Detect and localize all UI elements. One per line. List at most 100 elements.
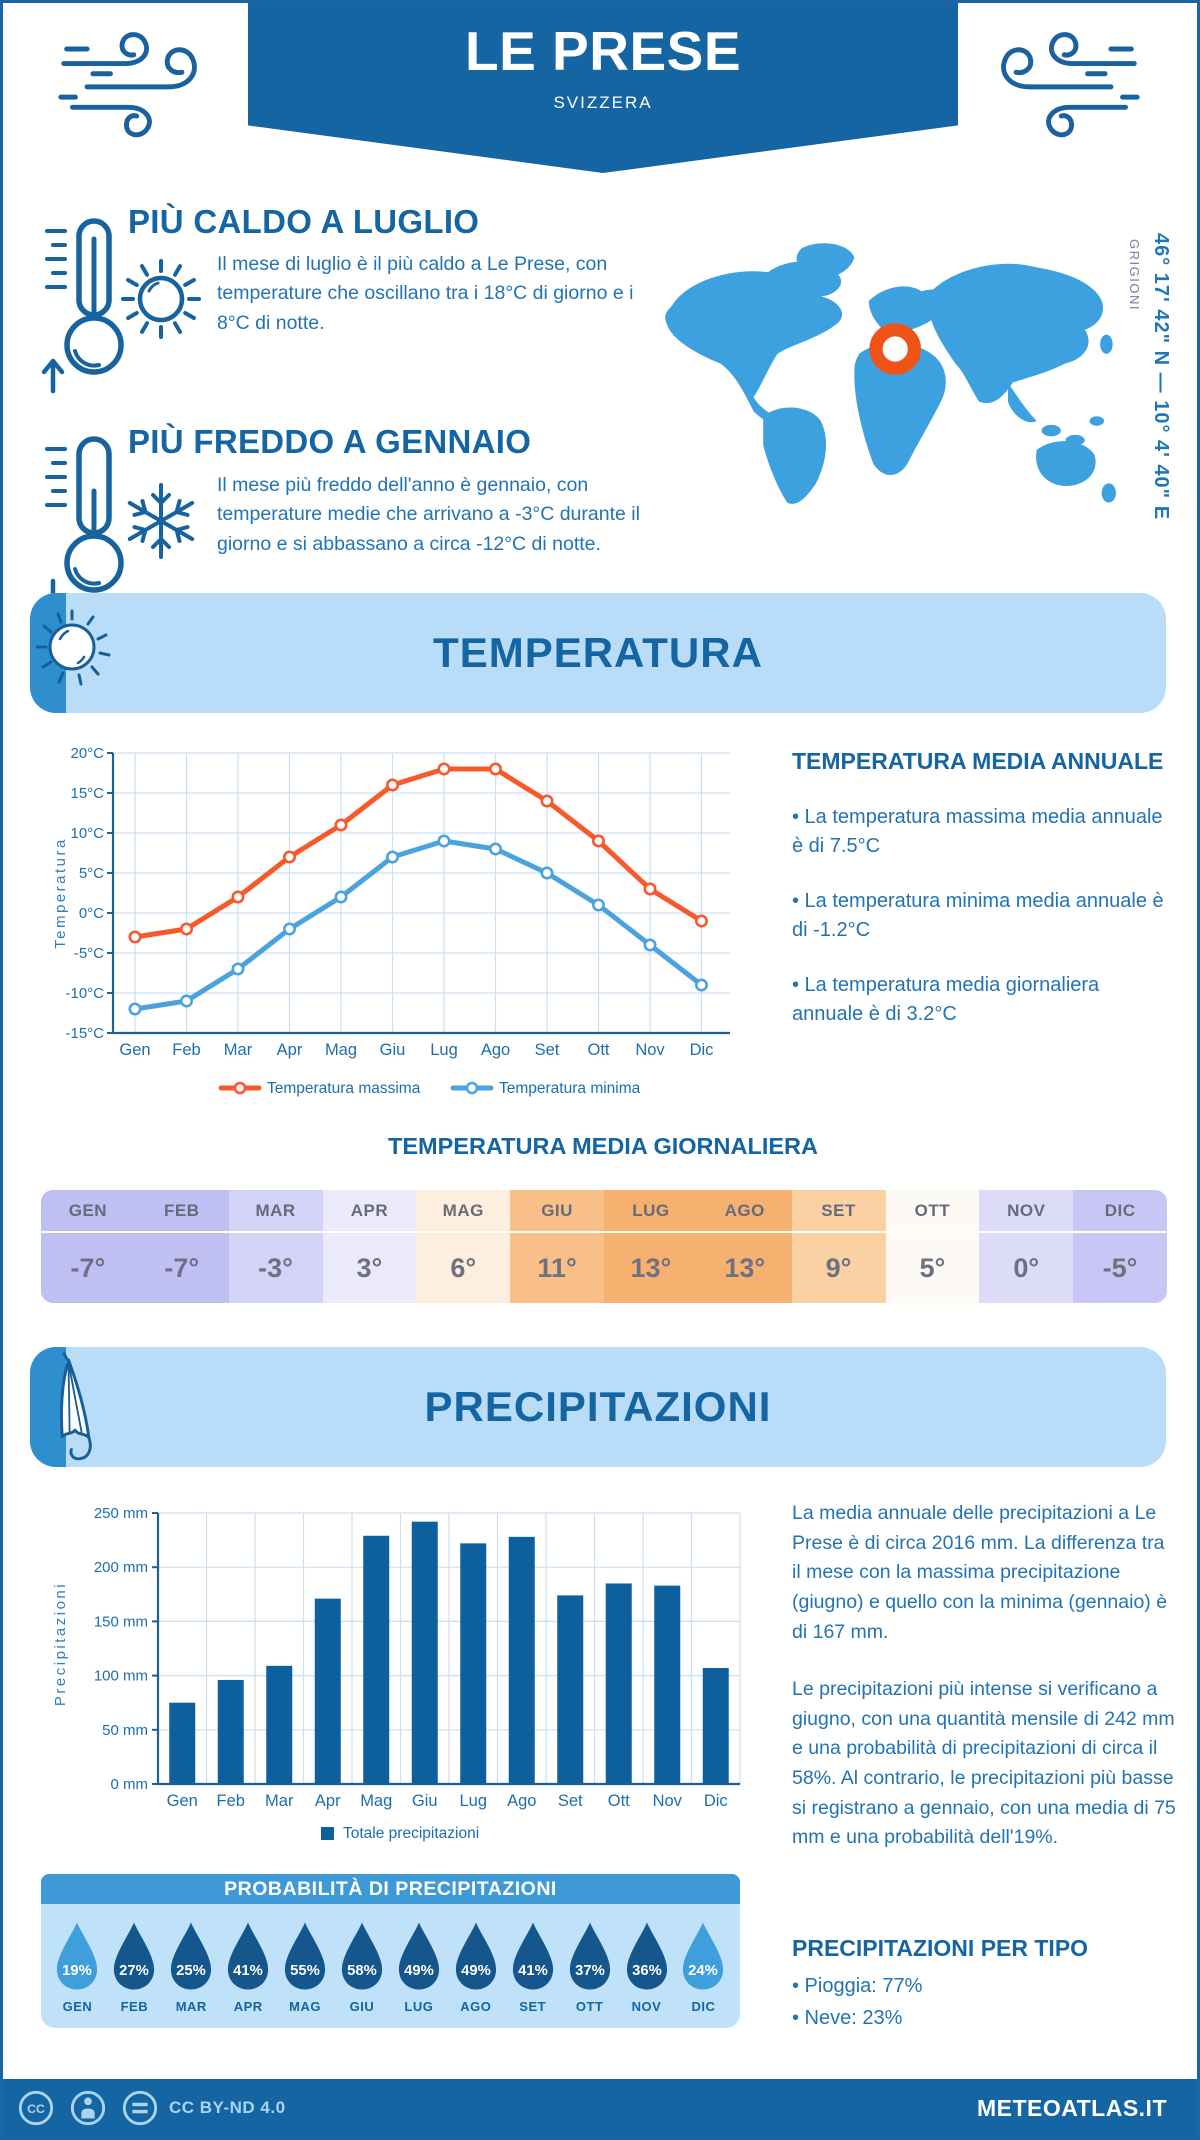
table-temperature-value: 13° xyxy=(604,1231,698,1303)
svg-text:Mag: Mag xyxy=(325,1041,357,1059)
svg-text:37%: 37% xyxy=(575,1963,605,1979)
table-month-label: AGO xyxy=(724,1201,765,1220)
page-subtitle: SVIZZERA xyxy=(553,93,653,112)
hot-section-text: Il mese di luglio è il più caldo a Le Pr… xyxy=(217,253,634,334)
svg-text:Precipitazioni: Precipitazioni xyxy=(53,1582,69,1706)
region-label: GRIGIONI xyxy=(1127,239,1142,311)
no-derivatives-icon xyxy=(122,2090,158,2126)
table-month-label: APR xyxy=(350,1201,389,1220)
droplet-icon: 37% xyxy=(569,1922,610,1990)
coordinates-label: 46° 17' 42" N — 10° 4' 40" E xyxy=(1150,233,1172,521)
droplet-month-label: DIC xyxy=(691,1999,716,2014)
svg-text:24%: 24% xyxy=(689,1963,719,1979)
cc-icon: CC xyxy=(18,2090,54,2126)
precipitation-chart: 0 mm 50 mm 100 mm 150 mm 200 mm 250 mm Gen Feb M… xyxy=(53,1505,741,1842)
svg-text:Feb: Feb xyxy=(172,1041,200,1059)
location-marker-icon xyxy=(869,323,921,375)
svg-text:-5°C: -5°C xyxy=(74,945,104,962)
svg-text:5°C: 5°C xyxy=(79,865,104,882)
table-temperature-value: -7° xyxy=(41,1231,135,1303)
cold-section-title: PIÙ FREDDO A GENNAIO xyxy=(128,423,532,460)
droplet-month-label: OTT xyxy=(575,1999,604,2014)
svg-text:Mar: Mar xyxy=(224,1041,253,1059)
probability-droplet-dic: 24% DIC xyxy=(677,1920,729,2014)
svg-text:20°C: 20°C xyxy=(70,745,104,762)
svg-text:200 mm: 200 mm xyxy=(94,1559,148,1576)
table-month-label: LUG xyxy=(632,1201,670,1220)
svg-text:Giu: Giu xyxy=(412,1792,438,1810)
svg-text:50 mm: 50 mm xyxy=(102,1722,148,1739)
table-month-label: GEN xyxy=(68,1201,108,1220)
svg-text:55%: 55% xyxy=(290,1963,320,1979)
table-column-ott: OTT 5° xyxy=(885,1190,980,1303)
svg-text:-15°C: -15°C xyxy=(65,1025,104,1042)
table-month-label: FEB xyxy=(163,1201,200,1220)
svg-text:Set: Set xyxy=(535,1041,560,1059)
svg-text:Lug: Lug xyxy=(459,1792,487,1810)
svg-text:Temperatura: Temperatura xyxy=(53,837,69,949)
snowflake-icon xyxy=(127,483,195,559)
cold-section-text: Il mese più freddo dell'anno è gennaio, … xyxy=(217,474,640,555)
svg-text:58%: 58% xyxy=(347,1963,377,1979)
probability-droplet-mar: 25% MAR xyxy=(165,1920,217,2014)
svg-text:Feb: Feb xyxy=(217,1792,245,1810)
svg-text:Gen: Gen xyxy=(119,1041,150,1059)
table-temperature-value: -7° xyxy=(134,1231,229,1303)
rain-share: • Pioggia: 77% xyxy=(792,1975,923,1997)
table-temperature-value: 5° xyxy=(885,1231,980,1303)
svg-text:Ott: Ott xyxy=(587,1041,609,1059)
droplet-month-label: NOV xyxy=(631,1999,662,2014)
precipitation-section-banner: PRECIPITAZIONI xyxy=(30,1347,1166,1467)
svg-text:Temperatura massima: Temperatura massima xyxy=(267,1080,421,1097)
svg-text:Gen: Gen xyxy=(167,1792,198,1810)
svg-text:41%: 41% xyxy=(233,1963,263,1979)
droplet-icon: 19% xyxy=(57,1922,98,1990)
daily-temperature-table: GEN -7° FEB -7° MAR -3° APR 3° MAG 6° GIU 11° LUG 13°… xyxy=(41,1190,1167,1303)
svg-text:Apr: Apr xyxy=(277,1041,303,1059)
table-column-set: SET 9° xyxy=(791,1190,886,1303)
daily-table-title: TEMPERATURA MEDIA GIORNALIERA xyxy=(388,1133,818,1159)
precipitation-paragraph-1: La media annuale delle precipitazioni a … xyxy=(792,1502,1168,1643)
svg-text:Mag: Mag xyxy=(360,1792,392,1810)
svg-text:Dic: Dic xyxy=(704,1792,728,1810)
svg-text:Ago: Ago xyxy=(481,1041,510,1059)
table-temperature-value: 9° xyxy=(791,1231,886,1303)
svg-text:Totale precipitazioni: Totale precipitazioni xyxy=(343,1825,479,1842)
wind-icon-right xyxy=(1001,32,1140,138)
droplet-month-label: GEN xyxy=(62,1999,93,2014)
probability-droplet-gen: 19% GEN xyxy=(51,1920,103,2014)
annual-temperature-panel: TEMPERATURA MEDIA ANNUALE • La temperatu… xyxy=(792,748,1167,1029)
svg-text:15°C: 15°C xyxy=(70,785,104,802)
brand-label: METEOATLAS.IT xyxy=(976,2094,1167,2121)
table-month-label: SET xyxy=(821,1201,856,1220)
probability-title: PROBABILITÀ DI PRECIPITAZIONI xyxy=(41,1874,740,1904)
footer-bar: CC CC BY-ND 4.0 METEOATLAS.IT xyxy=(3,2079,1197,2137)
annual-bullet-mean: • La temperatura media giornaliera annua… xyxy=(792,974,1100,1025)
table-column-feb: FEB -7° xyxy=(134,1190,229,1303)
table-temperature-value: 3° xyxy=(322,1231,417,1303)
table-month-label: MAG xyxy=(442,1201,484,1220)
table-column-nov: NOV 0° xyxy=(979,1190,1074,1303)
droplet-icon: 41% xyxy=(512,1922,553,1990)
svg-text:Ago: Ago xyxy=(507,1792,536,1810)
droplet-icon: 25% xyxy=(171,1922,212,1990)
table-temperature-value: 0° xyxy=(979,1231,1074,1303)
droplet-month-label: APR xyxy=(233,1999,263,2014)
droplet-icon: 41% xyxy=(228,1922,269,1990)
droplet-month-label: MAG xyxy=(289,1999,321,2014)
svg-text:Giu: Giu xyxy=(380,1041,406,1059)
table-column-ago: AGO 13° xyxy=(697,1190,792,1303)
table-month-label: NOV xyxy=(1007,1201,1046,1220)
droplet-month-label: SET xyxy=(519,1999,547,2014)
temperature-section-title: TEMPERATURA xyxy=(433,629,763,676)
probability-droplet-set: 41% SET xyxy=(507,1920,559,2014)
svg-text:41%: 41% xyxy=(518,1963,548,1979)
wind-icon-left xyxy=(58,32,197,138)
table-column-gen: GEN -7° xyxy=(41,1190,135,1303)
page-title: LE PRESE xyxy=(464,20,742,82)
svg-text:Dic: Dic xyxy=(690,1041,714,1059)
svg-text:Mar: Mar xyxy=(265,1792,294,1810)
attribution-person-icon xyxy=(70,2090,106,2126)
droplet-icon: 27% xyxy=(114,1922,155,1990)
svg-text:36%: 36% xyxy=(632,1963,662,1979)
